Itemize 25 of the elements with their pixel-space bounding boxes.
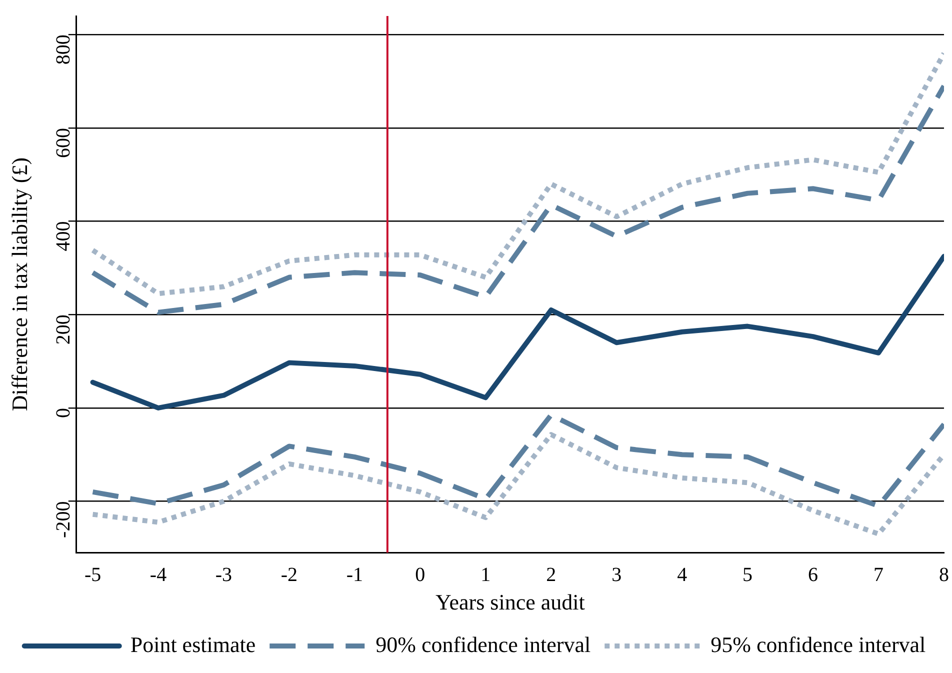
legend-label: Point estimate	[130, 632, 256, 657]
y-tick-label: 400	[52, 221, 75, 252]
x-tick-label: 2	[546, 564, 556, 586]
y-tick-label: 800	[52, 34, 75, 65]
legend-label: 90% confidence interval	[376, 632, 591, 657]
x-tick-label: 1	[480, 564, 491, 586]
y-axis-title: Difference in tax liability (£)	[6, 157, 32, 412]
x-tick-label: -2	[280, 564, 298, 586]
x-tick-label: 5	[742, 564, 753, 586]
y-tick-label: 600	[52, 128, 75, 158]
x-tick-label: 8	[939, 564, 949, 586]
x-tick-label: -3	[215, 564, 232, 586]
y-tick-label: 200	[52, 314, 75, 345]
x-axis-title: Years since audit	[436, 590, 585, 615]
legend-label: 95% confidence interval	[710, 632, 926, 657]
x-tick-label: -1	[346, 564, 364, 586]
y-tick-label: 0	[52, 408, 75, 418]
x-tick-label: 4	[677, 564, 688, 586]
x-tick-label: 0	[415, 564, 426, 586]
x-tick-label: -5	[84, 564, 102, 586]
y-tick-label: -200	[52, 501, 75, 538]
x-tick-label: 7	[874, 564, 884, 586]
x-tick-label: 6	[808, 564, 818, 586]
x-tick-label: -4	[150, 564, 167, 586]
x-tick-label: 3	[612, 564, 622, 586]
